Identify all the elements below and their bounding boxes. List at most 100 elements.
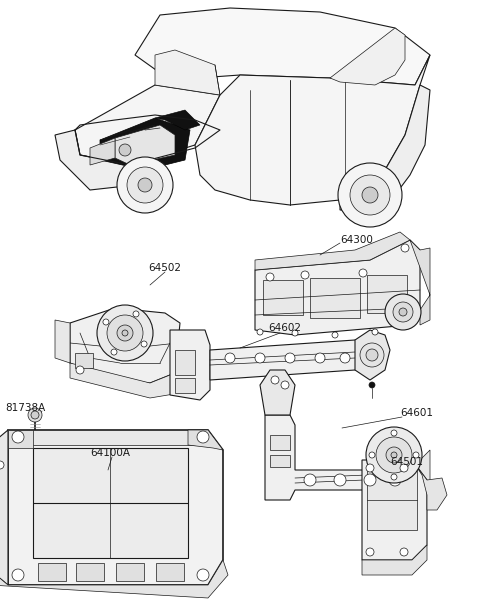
Circle shape bbox=[364, 474, 376, 486]
Polygon shape bbox=[55, 130, 135, 190]
Bar bbox=[75, 353, 93, 368]
Circle shape bbox=[362, 187, 378, 203]
Circle shape bbox=[225, 353, 235, 363]
Circle shape bbox=[107, 315, 143, 351]
Circle shape bbox=[386, 447, 402, 463]
Polygon shape bbox=[362, 460, 427, 560]
Circle shape bbox=[103, 319, 109, 325]
Polygon shape bbox=[100, 118, 190, 170]
Circle shape bbox=[366, 427, 422, 483]
Circle shape bbox=[301, 271, 309, 279]
Circle shape bbox=[366, 464, 374, 472]
Text: 81738A: 81738A bbox=[5, 403, 45, 413]
Bar bbox=[33, 448, 188, 558]
Circle shape bbox=[197, 431, 209, 443]
Circle shape bbox=[360, 343, 384, 367]
Circle shape bbox=[12, 431, 24, 443]
Circle shape bbox=[257, 329, 263, 335]
Bar bbox=[310, 278, 360, 318]
Circle shape bbox=[133, 311, 139, 317]
Circle shape bbox=[338, 163, 402, 227]
Polygon shape bbox=[135, 8, 430, 85]
Polygon shape bbox=[330, 28, 405, 85]
Bar bbox=[175, 378, 195, 393]
Circle shape bbox=[391, 452, 397, 458]
Circle shape bbox=[393, 302, 413, 322]
Circle shape bbox=[385, 294, 421, 330]
Polygon shape bbox=[210, 340, 365, 380]
Circle shape bbox=[413, 452, 419, 458]
Circle shape bbox=[391, 430, 397, 436]
Circle shape bbox=[117, 325, 133, 341]
Polygon shape bbox=[412, 460, 447, 510]
Polygon shape bbox=[265, 415, 420, 500]
Circle shape bbox=[372, 329, 378, 335]
Bar bbox=[367, 275, 407, 313]
Circle shape bbox=[369, 452, 375, 458]
Circle shape bbox=[117, 157, 173, 213]
Text: 64601: 64601 bbox=[400, 408, 433, 418]
Circle shape bbox=[401, 244, 409, 252]
Text: 64100A: 64100A bbox=[90, 448, 130, 458]
Circle shape bbox=[304, 474, 316, 486]
Circle shape bbox=[285, 353, 295, 363]
Bar bbox=[76, 563, 104, 581]
Polygon shape bbox=[0, 560, 228, 598]
Bar bbox=[367, 470, 417, 530]
Circle shape bbox=[266, 273, 274, 281]
Circle shape bbox=[315, 353, 325, 363]
Polygon shape bbox=[155, 50, 220, 95]
Circle shape bbox=[350, 175, 390, 215]
Circle shape bbox=[400, 548, 408, 556]
Text: 64502: 64502 bbox=[148, 263, 181, 273]
Polygon shape bbox=[8, 430, 33, 448]
Polygon shape bbox=[55, 320, 70, 363]
Circle shape bbox=[138, 178, 152, 192]
Circle shape bbox=[369, 382, 375, 388]
Polygon shape bbox=[255, 240, 420, 335]
Polygon shape bbox=[90, 138, 115, 165]
Polygon shape bbox=[362, 545, 427, 575]
Circle shape bbox=[334, 474, 346, 486]
Polygon shape bbox=[115, 125, 175, 165]
Circle shape bbox=[31, 411, 39, 419]
Polygon shape bbox=[340, 85, 430, 210]
Circle shape bbox=[281, 381, 289, 389]
Polygon shape bbox=[255, 232, 410, 270]
Bar bbox=[270, 435, 290, 450]
Bar bbox=[156, 563, 184, 581]
Bar bbox=[8, 430, 208, 445]
Polygon shape bbox=[75, 85, 220, 165]
Circle shape bbox=[340, 353, 350, 363]
Circle shape bbox=[292, 330, 298, 336]
Circle shape bbox=[255, 353, 265, 363]
Polygon shape bbox=[70, 308, 180, 383]
Text: 64602: 64602 bbox=[268, 323, 301, 333]
Circle shape bbox=[359, 269, 367, 277]
Circle shape bbox=[366, 349, 378, 361]
Text: 64501: 64501 bbox=[390, 457, 423, 467]
Circle shape bbox=[12, 569, 24, 581]
Bar bbox=[116, 563, 144, 581]
Polygon shape bbox=[155, 110, 200, 130]
Polygon shape bbox=[8, 430, 223, 585]
Circle shape bbox=[111, 349, 117, 355]
Circle shape bbox=[28, 408, 42, 422]
Polygon shape bbox=[0, 430, 8, 585]
Polygon shape bbox=[70, 363, 180, 398]
Circle shape bbox=[119, 144, 131, 156]
Circle shape bbox=[399, 308, 407, 316]
Circle shape bbox=[97, 305, 153, 361]
Circle shape bbox=[391, 474, 397, 480]
Polygon shape bbox=[260, 370, 295, 415]
Circle shape bbox=[122, 330, 128, 336]
Bar bbox=[175, 350, 195, 375]
Circle shape bbox=[271, 376, 279, 384]
Polygon shape bbox=[188, 430, 223, 450]
Circle shape bbox=[141, 341, 147, 347]
Circle shape bbox=[366, 548, 374, 556]
Circle shape bbox=[332, 332, 338, 338]
Polygon shape bbox=[170, 330, 210, 400]
Circle shape bbox=[376, 437, 412, 473]
Circle shape bbox=[0, 461, 4, 469]
